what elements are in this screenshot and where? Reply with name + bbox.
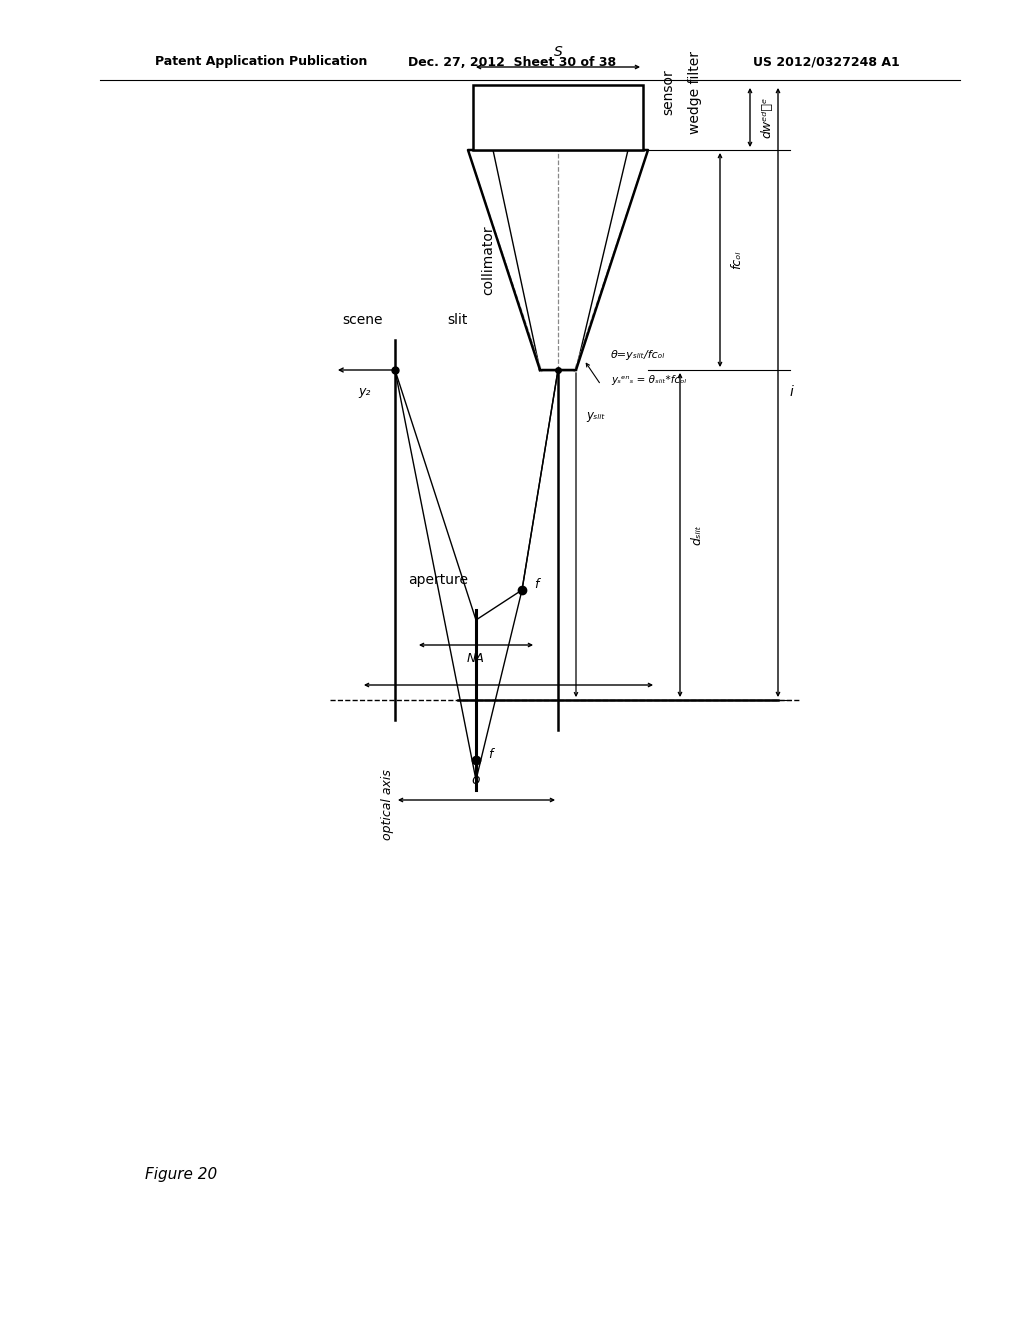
Text: o: o	[472, 774, 480, 787]
Text: sensor: sensor	[662, 69, 675, 115]
Text: θ=yₛₗᵢₜ/fᴄₒₗ: θ=yₛₗᵢₜ/fᴄₒₗ	[611, 350, 666, 360]
Text: Dec. 27, 2012  Sheet 30 of 38: Dec. 27, 2012 Sheet 30 of 38	[408, 55, 616, 69]
Text: y₂: y₂	[358, 385, 371, 399]
Text: i: i	[790, 385, 794, 399]
Text: optical axis: optical axis	[382, 770, 394, 840]
Text: f: f	[488, 748, 493, 762]
Text: dᴡᵉᵈᷢᵉ: dᴡᵉᵈᷢᵉ	[760, 96, 773, 137]
Bar	[473, 84, 643, 150]
Text: Figure 20: Figure 20	[145, 1167, 217, 1183]
Text: NA: NA	[467, 652, 485, 664]
Text: slit: slit	[447, 313, 468, 327]
Text: yₛₗᵢₜ: yₛₗᵢₜ	[586, 408, 605, 421]
Text: scene: scene	[342, 313, 383, 327]
Text: f: f	[534, 578, 539, 591]
Text: S: S	[554, 45, 562, 59]
Text: fᴄₒₗ: fᴄₒₗ	[730, 251, 743, 269]
Text: collimator: collimator	[481, 226, 495, 294]
Text: yₛᵉⁿₛ = θₛₗᵢₜ*fᴄₒₗ: yₛᵉⁿₛ = θₛₗᵢₜ*fᴄₒₗ	[611, 375, 686, 385]
Text: dₛₗᵢₜ: dₛₗᵢₜ	[690, 524, 703, 545]
Text: Patent Application Publication: Patent Application Publication	[155, 55, 368, 69]
Text: US 2012/0327248 A1: US 2012/0327248 A1	[754, 55, 900, 69]
Text: aperture: aperture	[408, 573, 468, 587]
Text: wedge filter: wedge filter	[688, 50, 702, 133]
